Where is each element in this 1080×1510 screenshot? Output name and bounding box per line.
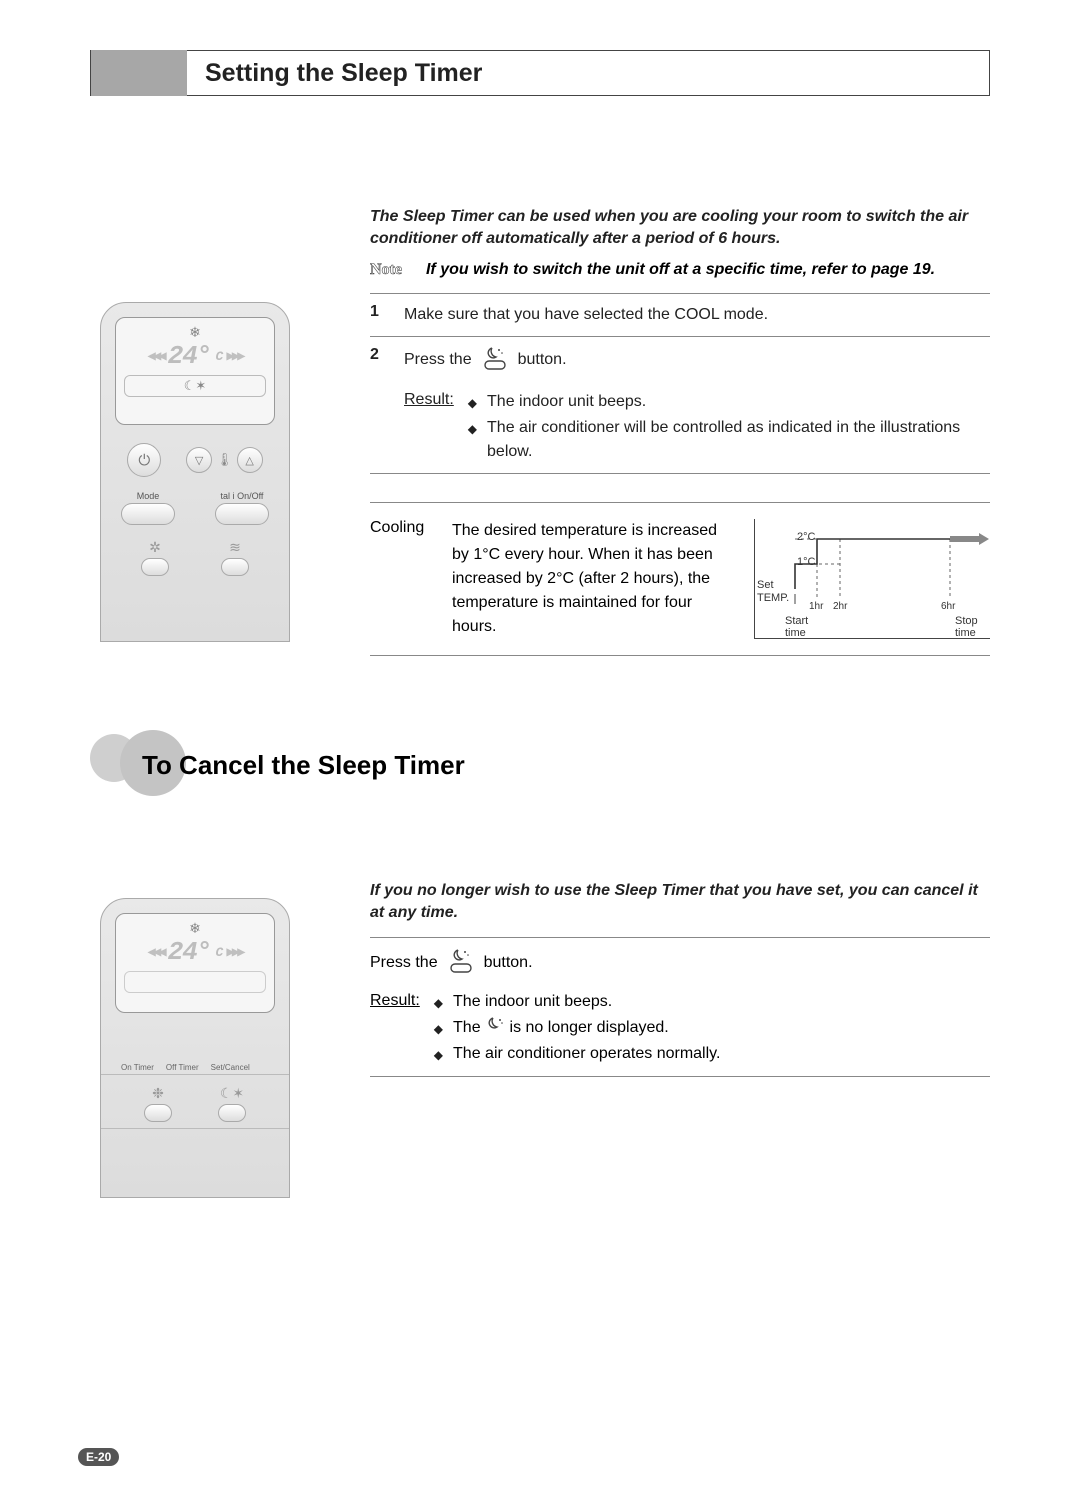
section1-content: The Sleep Timer can be used when you are… bbox=[370, 206, 990, 656]
remote2-setcancel-label: Set/Cancel bbox=[211, 1063, 250, 1072]
section1-title-banner: Setting the Sleep Timer bbox=[90, 50, 990, 96]
remote2-btn-2 bbox=[218, 1104, 246, 1122]
section2-heading: To Cancel the Sleep Timer bbox=[90, 730, 990, 800]
remote1-temp-unit: C bbox=[216, 349, 223, 364]
section2-content: If you no longer wish to use the Sleep T… bbox=[370, 880, 990, 1077]
step-2: 2 Press the button. Result: bbox=[370, 336, 990, 474]
section2-result-2: The is no longer displayed. bbox=[453, 1016, 669, 1040]
section2-results: The indoor unit beeps. The bbox=[434, 988, 990, 1066]
cooling-label: Cooling bbox=[370, 519, 432, 537]
note-text: If you wish to switch the unit off at a … bbox=[426, 261, 935, 279]
remote1-temp: ◀◀◀ 24°C ▶▶▶ bbox=[124, 341, 266, 371]
chart-stop2: time bbox=[955, 627, 976, 639]
sleep-icon: ☾✶ bbox=[220, 1085, 244, 1102]
cooling-text: The desired temperature is increased by … bbox=[452, 519, 734, 639]
snowflake-icon: ❄ bbox=[124, 920, 266, 937]
step-2-text-before: Press the bbox=[404, 348, 472, 372]
section2-intro: If you no longer wish to use the Sleep T… bbox=[370, 880, 990, 923]
remote1-mode-row: Mode tal i On/Off bbox=[115, 491, 275, 525]
remote1-onoff-button bbox=[215, 503, 269, 525]
step-2-results: The indoor unit beeps. The air condition… bbox=[468, 388, 990, 464]
step-2-result-1: The indoor unit beeps. bbox=[487, 390, 646, 414]
chart-start1: Start bbox=[785, 615, 808, 627]
section1-title: Setting the Sleep Timer bbox=[205, 59, 482, 88]
chart-2hr: 2hr bbox=[833, 601, 847, 612]
chart-y-2c: 2°C bbox=[797, 531, 815, 543]
up-icon: △ bbox=[237, 447, 263, 473]
manual-page: Setting the Sleep Timer ❄ ◀◀◀ 24°C ▶▶▶ ☾… bbox=[0, 0, 1080, 1510]
chart-6hr: 6hr bbox=[941, 601, 955, 612]
remote-illustration-2: ❄ ◀◀◀ 24°C ▶▶▶ On Timer Off Timer Set/Ca… bbox=[100, 898, 290, 1198]
power-icon: ⏻ bbox=[127, 443, 161, 477]
remote1-digital-label-b: On/Off bbox=[237, 491, 263, 501]
chart-stop1: Stop bbox=[955, 615, 978, 627]
step-1: 1 Make sure that you have selected the C… bbox=[370, 293, 990, 336]
remote2-timer-labels: On Timer Off Timer Set/Cancel bbox=[115, 1063, 275, 1072]
remote1-mode-button bbox=[121, 503, 175, 525]
section2-press-after: button. bbox=[484, 950, 533, 976]
step-1-body: Make sure that you have selected the COO… bbox=[404, 303, 990, 327]
fan-icon: ✲ bbox=[149, 539, 161, 556]
remote2-btn-1 bbox=[144, 1104, 172, 1122]
remote2-temp-value: 24° bbox=[168, 937, 212, 967]
turbo-icon: ❉ bbox=[152, 1085, 164, 1102]
remote1-lcd: ❄ ◀◀◀ 24°C ▶▶▶ ☾✶ bbox=[115, 317, 275, 425]
section2-result-label: Result: bbox=[370, 988, 420, 1066]
step-2-body: Press the button. Result: The i bbox=[404, 346, 990, 464]
sleep-button-icon bbox=[446, 948, 476, 978]
section2-title: To Cancel the Sleep Timer bbox=[142, 750, 465, 781]
chart-temp: TEMP. bbox=[757, 592, 789, 604]
snowflake-icon: ❄ bbox=[124, 324, 266, 341]
remote2-off-timer-label: Off Timer bbox=[166, 1063, 199, 1072]
section2-result-block: Result: The indoor unit beeps. The bbox=[370, 988, 990, 1066]
section2-result-1: The indoor unit beeps. bbox=[453, 990, 612, 1014]
chart-start2: time bbox=[785, 627, 806, 639]
step-2-text-after: button. bbox=[518, 348, 567, 372]
sleep-indicator-icon bbox=[485, 1016, 505, 1040]
remote1-temp-value: 24° bbox=[168, 341, 212, 371]
section2-press-before: Press the bbox=[370, 950, 438, 976]
down-icon: ▽ bbox=[186, 447, 212, 473]
chart-set: Set bbox=[757, 579, 774, 591]
section1-intro: The Sleep Timer can be used when you are… bbox=[370, 206, 990, 249]
remote1-buttons-row1: ⏻ ▽ 🌡 △ bbox=[115, 443, 275, 477]
step-2-result-2: The air conditioner will be controlled a… bbox=[487, 416, 990, 464]
remote-illustration-1: ❄ ◀◀◀ 24°C ▶▶▶ ☾✶ ⏻ ▽ 🌡 △ Mode tal i On/… bbox=[100, 302, 290, 642]
remote1-swing-button bbox=[221, 558, 249, 576]
section2-result-3: The air conditioner operates normally. bbox=[453, 1042, 720, 1066]
sleep-button-icon bbox=[480, 346, 510, 374]
cooling-chart: 2°C 1°C Set TEMP. 1hr 2hr 6hr Start time… bbox=[754, 519, 990, 639]
section2: To Cancel the Sleep Timer ❄ ◀◀◀ 24°C ▶▶▶… bbox=[90, 730, 990, 1077]
remote2-temp: ◀◀◀ 24°C ▶▶▶ bbox=[124, 937, 266, 967]
section2-instruction: Press the button. Result: The bbox=[370, 937, 990, 1077]
section2-result-2-pre: The bbox=[453, 1019, 481, 1036]
thermometer-icon: 🌡 bbox=[216, 452, 233, 468]
page-number-badge: E-20 bbox=[78, 1448, 119, 1466]
cooling-block: Cooling The desired temperature is incre… bbox=[370, 502, 990, 656]
remote2-lcd: ❄ ◀◀◀ 24°C ▶▶▶ bbox=[115, 913, 275, 1013]
remote2-lower-row: ❉ ☾✶ bbox=[121, 1085, 269, 1122]
swing-icon: ≋ bbox=[229, 539, 241, 556]
remote2-temp-unit: C bbox=[216, 945, 223, 960]
remote1-moon-indicator: ☾✶ bbox=[124, 375, 266, 397]
note-label: Note bbox=[370, 261, 402, 279]
section1-note: Note If you wish to switch the unit off … bbox=[370, 261, 990, 279]
title-tab bbox=[91, 50, 187, 96]
step-2-number: 2 bbox=[370, 346, 384, 464]
remote1-fan-button bbox=[141, 558, 169, 576]
remote1-digital-label-a: tal i bbox=[221, 491, 235, 501]
chart-y-1c: 1°C bbox=[797, 556, 815, 568]
section2-result-2-post: is no longer displayed. bbox=[510, 1019, 669, 1036]
remote1-lower-row: ✲ ≋ bbox=[115, 539, 275, 576]
remote2-blank-row bbox=[124, 971, 266, 993]
step-2-result-label: Result: bbox=[404, 388, 454, 464]
chart-1hr: 1hr bbox=[809, 601, 823, 612]
remote1-mode-label: Mode bbox=[137, 491, 160, 501]
remote2-on-timer-label: On Timer bbox=[121, 1063, 154, 1072]
step-1-number: 1 bbox=[370, 303, 384, 327]
